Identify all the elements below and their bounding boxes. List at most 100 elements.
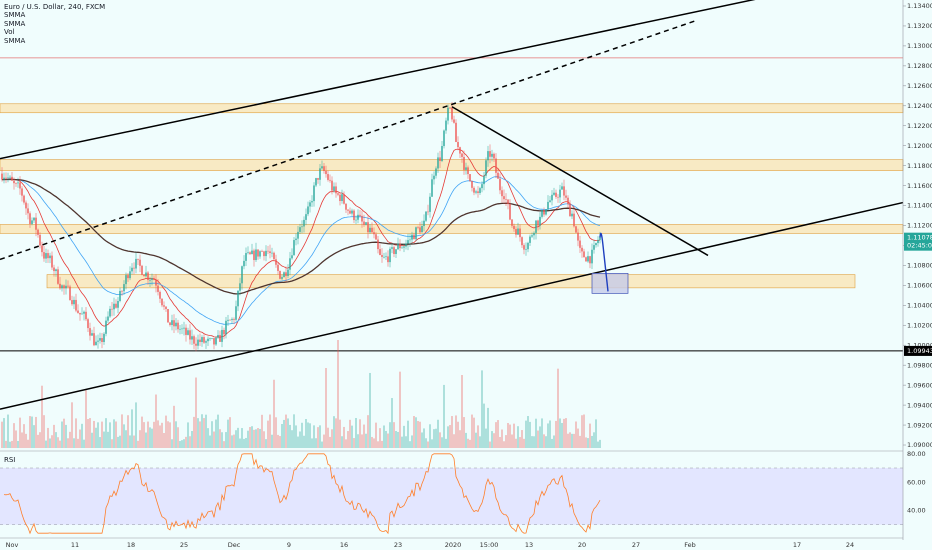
- volume-bar: [335, 418, 337, 448]
- price-zone[interactable]: [46, 274, 856, 289]
- trendline[interactable]: [0, 0, 785, 160]
- trendline[interactable]: [0, 201, 904, 410]
- volume-bar: [269, 414, 271, 448]
- target-annotation[interactable]: [591, 232, 629, 294]
- volume-bar: [63, 418, 65, 448]
- candle-body: [297, 231, 299, 239]
- volume-bar: [57, 437, 59, 448]
- candle-body: [241, 266, 243, 284]
- candle-body: [435, 168, 437, 176]
- price-zone[interactable]: [0, 224, 904, 234]
- volume-bar: [309, 423, 311, 448]
- volume-bar: [515, 438, 517, 448]
- volume-bar: [521, 430, 523, 448]
- volume-bar: [403, 425, 405, 448]
- candle-body: [303, 219, 305, 227]
- volume-bar: [1, 421, 3, 448]
- candle-body: [95, 341, 97, 346]
- volume-bar: [235, 430, 237, 448]
- candle-body: [287, 269, 289, 276]
- candle-body: [245, 253, 247, 261]
- candle-body: [369, 227, 371, 233]
- candle-body: [85, 311, 87, 320]
- candle-body: [83, 311, 85, 314]
- candle-body: [589, 256, 591, 264]
- candle-body: [305, 214, 307, 220]
- volume-bar: [227, 419, 229, 448]
- candle-body: [69, 286, 71, 301]
- candle-body: [417, 227, 419, 228]
- volume-bar: [457, 421, 459, 448]
- indicator-smma-2[interactable]: SMMA: [4, 19, 26, 28]
- level-price-tag: [904, 345, 932, 356]
- price-tick-label: 1.13200: [907, 22, 932, 30]
- volume-bar: [233, 434, 235, 448]
- volume-bar: [185, 436, 187, 448]
- volume-bar: [245, 437, 247, 448]
- volume-bar: [329, 436, 331, 448]
- volume-bar: [67, 438, 69, 448]
- volume-bar: [593, 432, 595, 448]
- candle-body: [203, 337, 205, 343]
- symbol-title[interactable]: Euro / U.S. Dollar, 240, FXCM: [4, 3, 106, 11]
- target-box[interactable]: [591, 273, 629, 294]
- candle-body: [21, 188, 23, 196]
- volume-bar: [153, 421, 155, 448]
- volume-bar: [73, 438, 75, 448]
- candle-body: [71, 300, 73, 305]
- last-price-tag: [904, 232, 932, 251]
- volume-bar: [141, 416, 143, 448]
- time-tick-label: 15:00: [480, 541, 499, 549]
- volume-bar: [151, 428, 153, 448]
- volume-bar: [293, 414, 295, 448]
- volume-bar: [485, 428, 487, 448]
- trendline[interactable]: [451, 106, 709, 257]
- candle-body: [349, 210, 351, 214]
- volume-bar: [417, 421, 419, 448]
- volume-bar: [537, 430, 539, 448]
- volume-bar: [273, 379, 275, 448]
- candle-body: [65, 285, 67, 289]
- candle-body: [251, 250, 253, 255]
- candle-body: [405, 243, 407, 247]
- candle-body: [11, 176, 13, 181]
- rsi-label[interactable]: RSI: [4, 456, 16, 464]
- volume-bar: [589, 423, 591, 448]
- indicator-smma-3[interactable]: SMMA: [4, 36, 26, 45]
- candle-body: [595, 243, 597, 246]
- volume-bar: [17, 440, 19, 448]
- indicator-smma-1[interactable]: SMMA: [4, 11, 26, 20]
- trendlines[interactable]: [0, 0, 904, 410]
- candle-body: [425, 211, 427, 221]
- volume-bar: [365, 433, 367, 448]
- dashed-channel-line[interactable]: [0, 20, 696, 261]
- smma-mid-line: [1, 176, 601, 325]
- volume-bar: [463, 417, 465, 448]
- candle-body: [237, 290, 239, 307]
- candle-body: [231, 318, 233, 320]
- candle-body: [445, 120, 447, 131]
- price-tick-label: 1.09400: [907, 401, 932, 409]
- volume-bar: [411, 435, 413, 448]
- candle-body: [479, 188, 481, 193]
- indicator-vol[interactable]: Vol: [4, 28, 15, 37]
- candle-body: [89, 328, 91, 336]
- volume-bar: [429, 424, 431, 448]
- volume-bar: [121, 414, 123, 448]
- candle-body: [361, 215, 363, 222]
- volume-bar: [437, 419, 439, 448]
- candle-body: [517, 228, 519, 235]
- candle-body: [301, 226, 303, 228]
- candle-body: [159, 291, 161, 299]
- candle-body: [307, 206, 309, 215]
- volume-bar: [53, 424, 55, 448]
- price-zone[interactable]: [0, 159, 904, 171]
- volume-bar: [299, 431, 301, 448]
- candle-body: [335, 186, 337, 194]
- volume-bar: [363, 424, 365, 448]
- volume-bar: [253, 429, 255, 448]
- candle-body: [79, 312, 81, 315]
- candle-body: [381, 254, 383, 257]
- volume-bar: [77, 438, 79, 448]
- projection-path[interactable]: [599, 232, 609, 292]
